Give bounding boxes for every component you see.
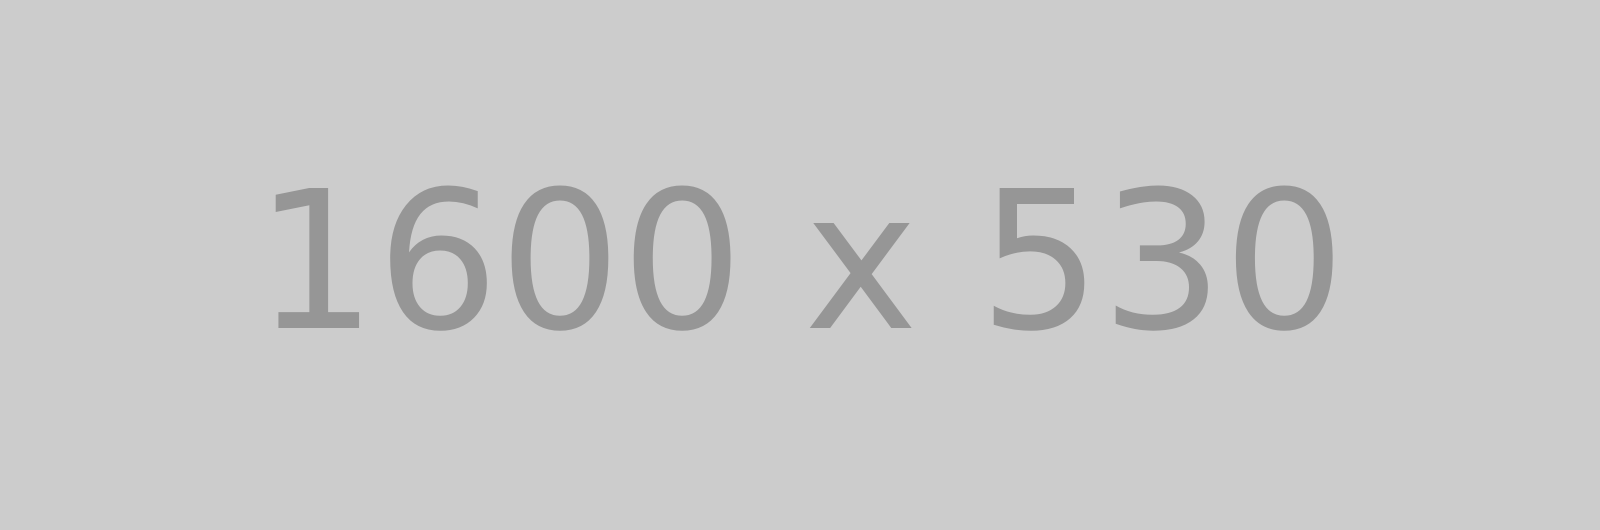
placeholder-dimensions-label: 1600 x 530 [254,151,1346,374]
